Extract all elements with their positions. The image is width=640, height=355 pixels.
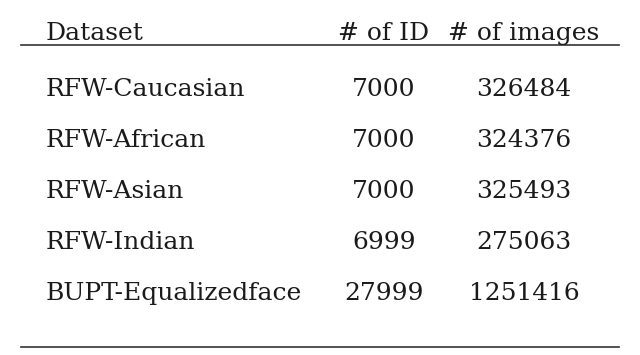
Text: 325493: 325493 [476, 180, 572, 203]
Text: 1251416: 1251416 [468, 282, 579, 305]
Text: 7000: 7000 [352, 129, 415, 152]
Text: RFW-Asian: RFW-Asian [46, 180, 184, 203]
Text: BUPT-Equalizedface: BUPT-Equalizedface [46, 282, 302, 305]
Text: # of images: # of images [448, 22, 600, 45]
Text: Dataset: Dataset [46, 22, 144, 45]
Text: # of ID: # of ID [338, 22, 429, 45]
Text: RFW-African: RFW-African [46, 129, 206, 152]
Text: 27999: 27999 [344, 282, 424, 305]
Text: 7000: 7000 [352, 78, 415, 101]
Text: 6999: 6999 [352, 231, 415, 254]
Text: 326484: 326484 [476, 78, 572, 101]
Text: RFW-Indian: RFW-Indian [46, 231, 195, 254]
Text: 275063: 275063 [476, 231, 572, 254]
Text: RFW-Caucasian: RFW-Caucasian [46, 78, 246, 101]
Text: 7000: 7000 [352, 180, 415, 203]
Text: 324376: 324376 [476, 129, 572, 152]
